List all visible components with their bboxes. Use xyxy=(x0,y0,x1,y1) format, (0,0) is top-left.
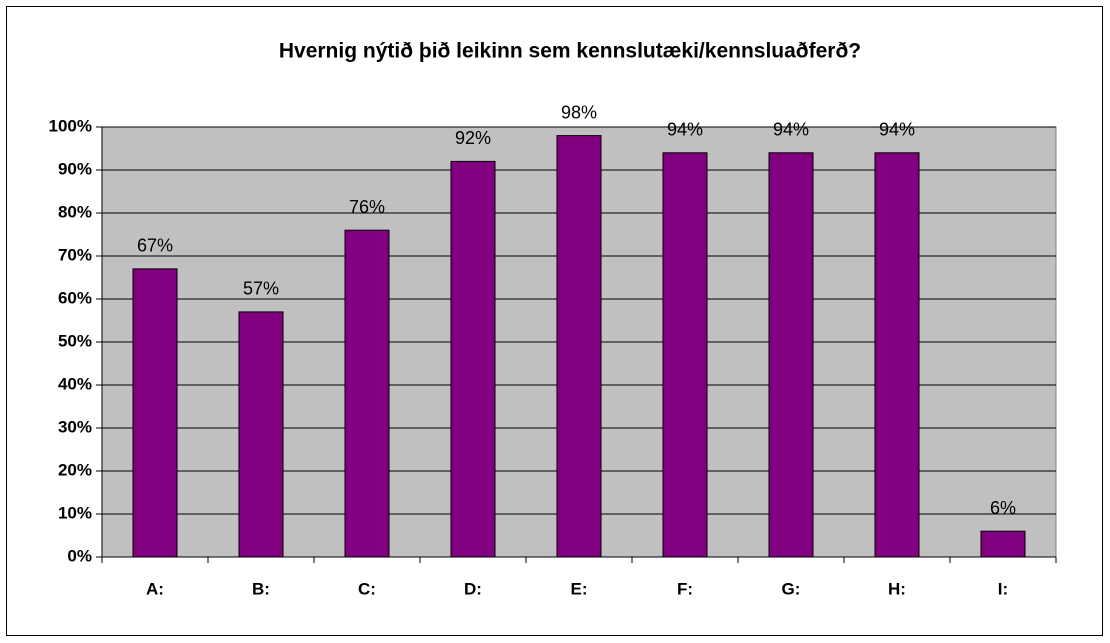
bar xyxy=(344,229,390,558)
value-label: 92% xyxy=(455,128,491,148)
x-tick-label: D: xyxy=(464,579,482,598)
bar xyxy=(874,152,920,558)
value-label: 94% xyxy=(667,120,703,140)
y-tick-label: 0% xyxy=(67,546,92,565)
bar xyxy=(450,160,496,558)
bar xyxy=(980,530,1026,558)
y-tick-label: 90% xyxy=(58,159,92,178)
y-tick-label: 40% xyxy=(58,374,92,393)
bar xyxy=(132,268,178,558)
value-label: 57% xyxy=(243,279,279,299)
y-tick-label: 70% xyxy=(58,245,92,264)
y-tick-label: 60% xyxy=(58,288,92,307)
value-label: 67% xyxy=(137,236,173,256)
bar xyxy=(768,152,814,558)
value-label: 94% xyxy=(773,120,809,140)
bar xyxy=(556,135,602,558)
bar xyxy=(238,311,284,558)
x-tick-label: H: xyxy=(888,579,906,598)
y-tick-label: 10% xyxy=(58,503,92,522)
x-tick-label: F: xyxy=(677,579,693,598)
bar xyxy=(662,152,708,558)
x-tick-label: C: xyxy=(358,579,376,598)
value-label: 94% xyxy=(879,120,915,140)
y-tick-label: 20% xyxy=(58,460,92,479)
x-tick-label: I: xyxy=(998,579,1008,598)
x-tick-label: G: xyxy=(782,579,801,598)
y-tick-label: 80% xyxy=(58,202,92,221)
value-label: 98% xyxy=(561,102,597,122)
value-label: 76% xyxy=(349,197,385,217)
y-tick-label: 100% xyxy=(49,116,92,135)
chart-title: Hvernig nýtið þið leikinn sem kennslutæk… xyxy=(279,40,861,63)
x-tick-label: A: xyxy=(146,579,164,598)
y-tick-label: 30% xyxy=(58,417,92,436)
x-tick-label: B: xyxy=(252,579,270,598)
x-tick-label: E: xyxy=(571,579,588,598)
value-label: 6% xyxy=(990,498,1016,518)
y-tick-label: 50% xyxy=(58,331,92,350)
